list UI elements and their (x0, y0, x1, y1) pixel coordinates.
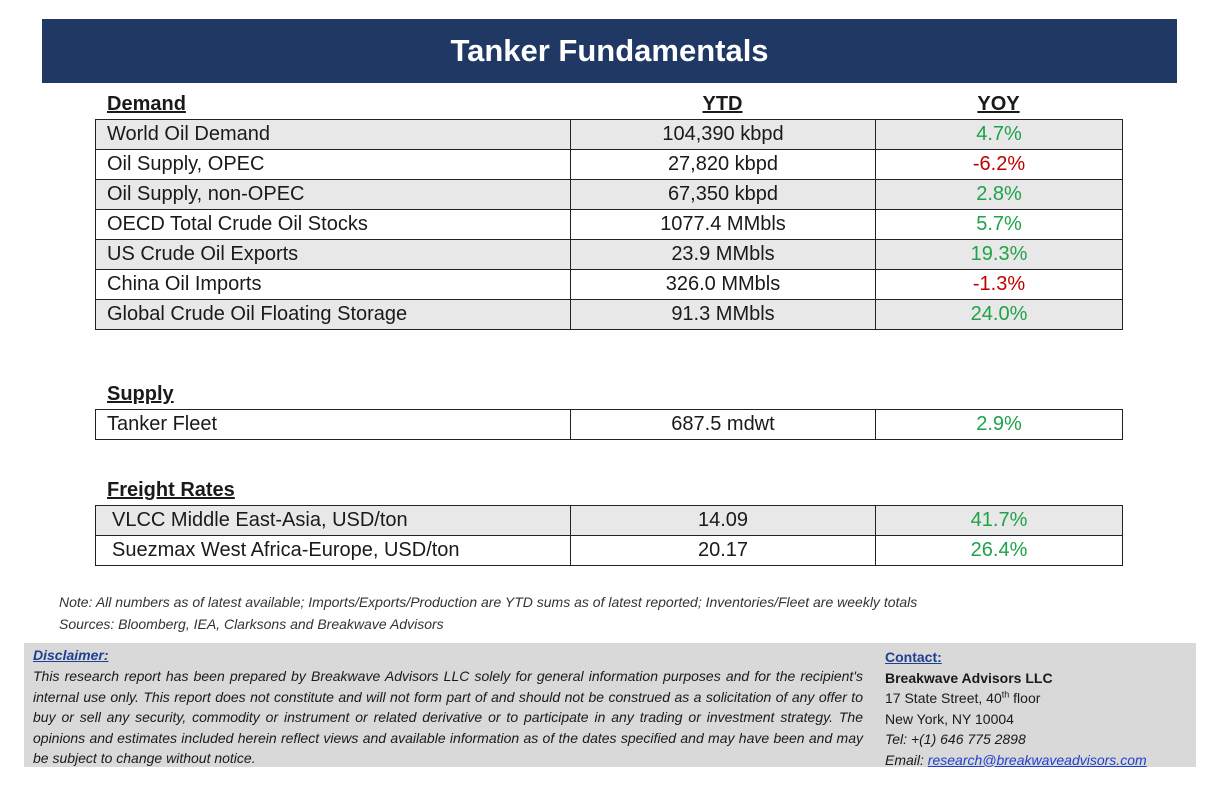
row-label: US Crude Oil Exports (95, 239, 571, 270)
row-ytd-value: 1077.4 MMbls (570, 209, 876, 240)
table-row: OECD Total Crude Oil Stocks 1077.4 MMbls… (95, 209, 1123, 240)
row-yoy-value: 2.9% (875, 409, 1123, 440)
footnote: Note: All numbers as of latest available… (59, 594, 918, 610)
contact-firm: Breakwave Advisors LLC (885, 669, 1053, 686)
ytd-column-header: YTD (702, 93, 743, 115)
row-ytd-value: 67,350 kbpd (570, 179, 876, 210)
row-ytd-value: 14.09 (570, 505, 876, 536)
row-ytd-value: 326.0 MMbls (570, 269, 876, 300)
demand-table: World Oil Demand 104,390 kbpd 4.7% Oil S… (95, 119, 1123, 330)
contact-city: New York, NY 10004 (885, 710, 1014, 727)
row-yoy-value: 4.7% (875, 119, 1123, 150)
row-yoy-value: 26.4% (875, 535, 1123, 566)
table-row: VLCC Middle East-Asia, USD/ton 14.09 41.… (95, 505, 1123, 536)
row-ytd-value: 20.17 (570, 535, 876, 566)
table-row: US Crude Oil Exports 23.9 MMbls 19.3% (95, 239, 1123, 270)
row-label: World Oil Demand (95, 119, 571, 150)
address-text: 17 State Street, 40 (885, 690, 1002, 706)
row-yoy-value: 5.7% (875, 209, 1123, 240)
row-ytd-value: 91.3 MMbls (570, 299, 876, 330)
contact-title: Contact: (885, 649, 942, 665)
email-link[interactable]: research@breakwaveadvisors.com (927, 751, 1147, 768)
row-label: Oil Supply, non-OPEC (95, 179, 571, 210)
row-yoy-value: -6.2% (875, 149, 1123, 180)
row-yoy-value: 24.0% (875, 299, 1123, 330)
table-row: Global Crude Oil Floating Storage 91.3 M… (95, 299, 1123, 330)
table-row: Oil Supply, non-OPEC 67,350 kbpd 2.8% (95, 179, 1123, 210)
page-title: Tanker Fundamentals (42, 19, 1177, 83)
sources-note: Sources: Bloomberg, IEA, Clarksons and B… (59, 616, 444, 632)
table-row: Tanker Fleet 687.5 mdwt 2.9% (95, 409, 1123, 440)
row-ytd-value: 27,820 kbpd (570, 149, 876, 180)
row-ytd-value: 23.9 MMbls (570, 239, 876, 270)
address-suffix: floor (1009, 690, 1041, 706)
row-label: VLCC Middle East-Asia, USD/ton (95, 505, 571, 536)
freight-table: VLCC Middle East-Asia, USD/ton 14.09 41.… (95, 505, 1123, 566)
table-row: World Oil Demand 104,390 kbpd 4.7% (95, 119, 1123, 150)
row-label: China Oil Imports (95, 269, 571, 300)
disclaimer-text: This research report has been prepared b… (33, 668, 863, 766)
row-yoy-value: 2.8% (875, 179, 1123, 210)
freight-heading: Freight Rates (107, 479, 235, 501)
contact-block: Contact: Breakwave Advisors LLC 17 State… (885, 647, 1147, 770)
yoy-column-header: YOY (977, 93, 1020, 115)
supply-table: Tanker Fleet 687.5 mdwt 2.9% (95, 409, 1123, 440)
contact-address: 17 State Street, 40th floor (885, 688, 1147, 709)
row-yoy-value: -1.3% (875, 269, 1123, 300)
row-ytd-value: 687.5 mdwt (570, 409, 876, 440)
table-row: Suezmax West Africa-Europe, USD/ton 20.1… (95, 535, 1123, 566)
row-yoy-value: 19.3% (875, 239, 1123, 270)
address-superscript: th (1001, 689, 1010, 700)
row-yoy-value: 41.7% (875, 505, 1123, 536)
contact-tel: Tel: +(1) 646 775 2898 (885, 731, 1026, 747)
row-label: Oil Supply, OPEC (95, 149, 571, 180)
demand-heading: Demand (107, 93, 186, 115)
row-label: Global Crude Oil Floating Storage (95, 299, 571, 330)
row-label: Tanker Fleet (95, 409, 571, 440)
table-row: Oil Supply, OPEC 27,820 kbpd -6.2% (95, 149, 1123, 180)
supply-heading: Supply (107, 383, 174, 405)
contact-email: Email: research@breakwaveadvisors.com (885, 750, 1147, 771)
row-ytd-value: 104,390 kbpd (570, 119, 876, 150)
row-label: OECD Total Crude Oil Stocks (95, 209, 571, 240)
disclaimer-box: Disclaimer: This research report has bee… (24, 643, 1196, 770)
email-label: Email: (885, 751, 928, 768)
disclaimer-title: Disclaimer: (33, 647, 109, 663)
row-label: Suezmax West Africa-Europe, USD/ton (95, 535, 571, 566)
table-row: China Oil Imports 326.0 MMbls -1.3% (95, 269, 1123, 300)
